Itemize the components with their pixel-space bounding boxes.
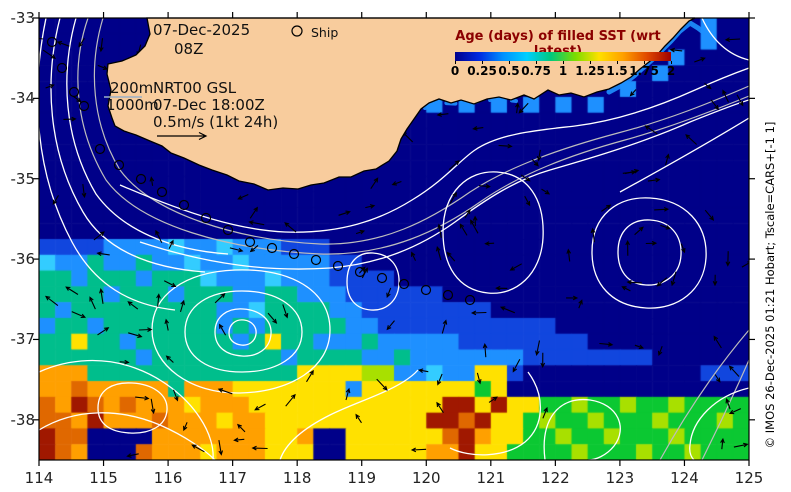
legend-tick-mark bbox=[536, 61, 537, 64]
x-axis-label: 115 bbox=[89, 469, 118, 487]
colorbar-gradient bbox=[455, 52, 671, 61]
legend-tick-mark bbox=[590, 61, 591, 64]
x-axis-label: 123 bbox=[605, 469, 635, 487]
x-axis-label: 117 bbox=[218, 469, 247, 487]
y-axis-label: -36 bbox=[10, 250, 36, 269]
ship-legend-label: Ship bbox=[311, 25, 339, 40]
legend-tick-mark bbox=[455, 61, 456, 64]
y-axis-label: -38 bbox=[10, 410, 36, 429]
credit-text: © IMOS 26-Dec-2025 01:21 Hobart; Tscale=… bbox=[763, 121, 777, 449]
colorbar-tick-labels: 0 0.25 0.5 0.75 1 1.25 1.5 1.75 2 bbox=[0, 61, 791, 79]
legend-tick-mark bbox=[671, 61, 672, 64]
legend-tick-mark bbox=[563, 61, 564, 64]
x-axis-label: 120 bbox=[411, 469, 441, 487]
y-axis-label: -35 bbox=[10, 169, 36, 188]
model-name-label: NRT00 GSL bbox=[153, 79, 237, 97]
vector-scale-label: 0.5m/s (1kt 24h) bbox=[153, 113, 279, 131]
map-date-label: 07-Dec-2025 bbox=[153, 21, 251, 39]
x-axis-label: 125 bbox=[734, 469, 764, 487]
y-axis-label: -33 bbox=[10, 9, 36, 27]
legend-tick-mark bbox=[617, 61, 618, 64]
legend-tick-mark bbox=[482, 61, 483, 64]
legend-tick-mark bbox=[644, 61, 645, 64]
map-time-label: 08Z bbox=[174, 40, 204, 58]
x-axis-label: 121 bbox=[476, 469, 506, 487]
x-axis-label: 118 bbox=[282, 469, 312, 487]
legend-tick-label: 2 bbox=[666, 64, 676, 78]
x-axis-label: 116 bbox=[153, 469, 183, 487]
isobath-200m-label: 200m bbox=[110, 79, 154, 97]
x-axis-label: 124 bbox=[670, 469, 699, 487]
x-axis-label: 122 bbox=[541, 469, 570, 487]
y-axis-label: -34 bbox=[10, 89, 36, 108]
isobath-1000m-label: 1000m bbox=[106, 96, 159, 114]
valid-time-label: 07-Dec 18:00Z bbox=[153, 96, 265, 114]
x-axis-label: 114 bbox=[24, 469, 54, 487]
legend-tick-mark bbox=[509, 61, 510, 64]
x-axis-label: 119 bbox=[347, 469, 377, 487]
y-axis-label: -37 bbox=[10, 330, 36, 349]
